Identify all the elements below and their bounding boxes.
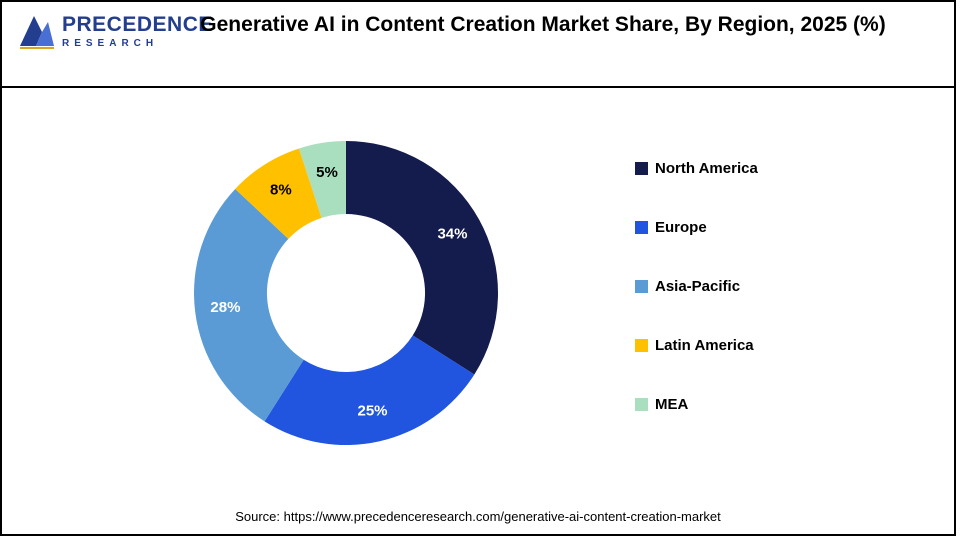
legend-item-mea: MEA	[635, 395, 758, 413]
donut-data-label-latin-america: 8%	[270, 181, 292, 198]
legend-item-europe: Europe	[635, 218, 758, 236]
precedence-logo-text: PRECEDENCE RESEARCH	[62, 14, 213, 49]
donut-data-label-asia-pacific: 28%	[210, 299, 240, 316]
precedence-logo-icon	[20, 16, 54, 49]
donut-data-label-north-america: 34%	[437, 225, 467, 242]
chart-area: 34% 25% 28% 8% 5% North America Europe Asia-…	[2, 88, 954, 534]
legend-swatch-north-america	[635, 161, 648, 175]
donut-chart-container: 34% 25% 28% 8% 5%	[185, 132, 507, 454]
logo-title: PRECEDENCE	[62, 12, 213, 36]
donut-segment-asia-pacific	[193, 188, 304, 422]
logo-subtitle: RESEARCH	[62, 37, 159, 49]
donut-segment-mea	[299, 141, 346, 218]
legend-swatch-mea	[635, 397, 648, 411]
legend-item-north-america: North America	[635, 159, 758, 177]
chart-title: Generative AI in Content Creation Market…	[200, 13, 886, 36]
legend: North America Europe Asia-Pacific Latin …	[635, 159, 758, 413]
legend-label-europe: Europe	[655, 218, 707, 236]
legend-label-asia-pacific: Asia-Pacific	[655, 277, 741, 295]
legend-item-asia-pacific: Asia-Pacific	[635, 277, 758, 295]
legend-item-latin-america: Latin America	[635, 336, 758, 354]
legend-swatch-latin-america	[635, 338, 648, 352]
donut-segment-north-america	[346, 141, 498, 375]
legend-swatch-europe	[635, 220, 648, 234]
donut-chart: 34% 25% 28% 8% 5%	[193, 141, 498, 445]
source-text: Source: https://www.precedenceresearch.c…	[235, 509, 721, 524]
legend-swatch-asia-pacific	[635, 279, 648, 293]
donut-data-label-europe: 25%	[357, 403, 387, 420]
legend-label-mea: MEA	[655, 395, 689, 413]
precedence-logo: PRECEDENCE RESEARCH	[16, 12, 213, 50]
header: PRECEDENCE RESEARCH Generative AI in Con…	[2, 2, 954, 88]
legend-label-latin-america: Latin America	[655, 336, 754, 354]
donut-data-label-mea: 5%	[316, 164, 338, 181]
donut-segment-latin-america	[235, 148, 322, 239]
donut-segment-europe	[264, 335, 475, 445]
legend-label-north-america: North America	[655, 159, 758, 177]
